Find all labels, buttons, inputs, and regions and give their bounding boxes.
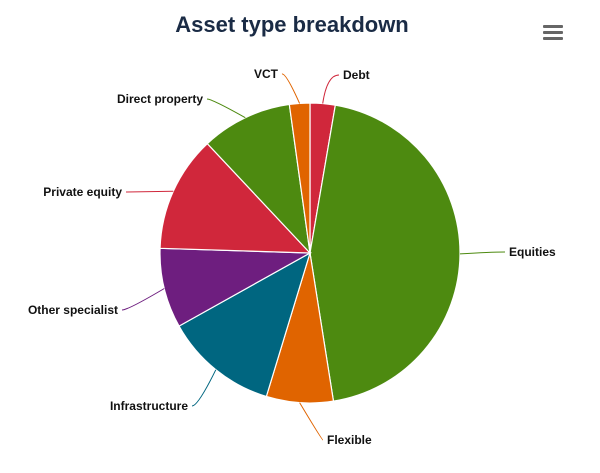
pie-slice-equities[interactable] xyxy=(309,104,461,402)
chart-title: Asset type breakdown xyxy=(175,12,409,37)
slice-label-private-equity: Private equity xyxy=(43,185,122,199)
slice-label-equities: Equities xyxy=(509,245,556,259)
connector-vct xyxy=(281,73,301,104)
menu-bar xyxy=(543,36,563,40)
connector-debt xyxy=(322,74,340,104)
connector-direct-property xyxy=(206,98,246,119)
connector-equities xyxy=(459,251,506,255)
connector-infrastructure xyxy=(191,369,217,407)
menu-bar xyxy=(543,30,563,34)
slice-label-vct: VCT xyxy=(254,67,279,81)
pie-slice-infrastructure[interactable] xyxy=(178,251,312,398)
slice-label-direct-property: Direct property xyxy=(117,92,203,106)
menu-bar xyxy=(543,24,563,28)
slice-label-debt: Debt xyxy=(343,68,370,82)
slice-label-infrastructure: Infrastructure xyxy=(110,399,188,413)
connector-flexible xyxy=(299,402,324,441)
connector-private-equity xyxy=(125,190,174,193)
slice-label-flexible: Flexible xyxy=(327,433,372,447)
connector-other-specialist xyxy=(121,288,165,311)
slice-label-other-specialist: Other specialist xyxy=(28,303,118,317)
hamburger-menu-icon[interactable] xyxy=(538,20,568,44)
